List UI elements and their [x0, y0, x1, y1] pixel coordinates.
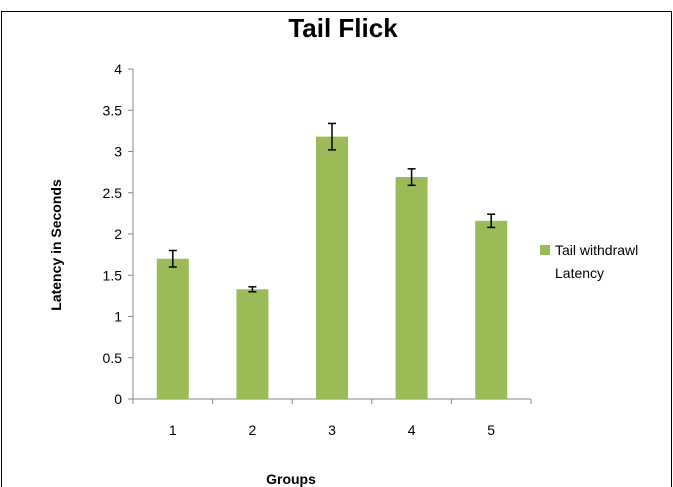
y-tick-label: 3.5 [103, 102, 123, 118]
y-tick-label: 2 [114, 226, 122, 242]
chart-title: Tail Flick [288, 13, 398, 43]
x-tick-label: 5 [487, 422, 495, 438]
x-axis-label: Groups [266, 471, 316, 487]
x-tick-label: 2 [249, 422, 257, 438]
y-tick-label: 3 [114, 144, 122, 160]
y-tick-label: 1 [114, 309, 122, 325]
x-tick-label: 1 [169, 422, 177, 438]
legend-swatch [540, 245, 550, 255]
y-axis-label: Latency in Seconds [48, 179, 64, 311]
legend: Tail withdrawl Latency [540, 242, 638, 281]
y-tick-label: 0 [114, 391, 122, 407]
bar [475, 220, 508, 399]
y-tick-label: 1.5 [103, 267, 123, 283]
y-tick-label: 0.5 [103, 350, 123, 366]
bar [316, 136, 348, 399]
bar [236, 289, 269, 399]
bar [395, 177, 428, 399]
x-tick-label: 3 [328, 422, 336, 438]
plot-area: 0 0.5 1 1.5 2 2.5 3 3.5 4 1 2 3 4 5 [103, 61, 532, 438]
y-tick-label: 4 [114, 61, 122, 77]
legend-label-line-1: Tail withdrawl [555, 242, 638, 258]
legend-label-line-2: Latency [555, 265, 604, 281]
y-tick-label: 2.5 [103, 185, 123, 201]
chart-frame [1, 11, 672, 487]
bar [156, 258, 189, 399]
x-tick-label: 4 [408, 422, 416, 438]
